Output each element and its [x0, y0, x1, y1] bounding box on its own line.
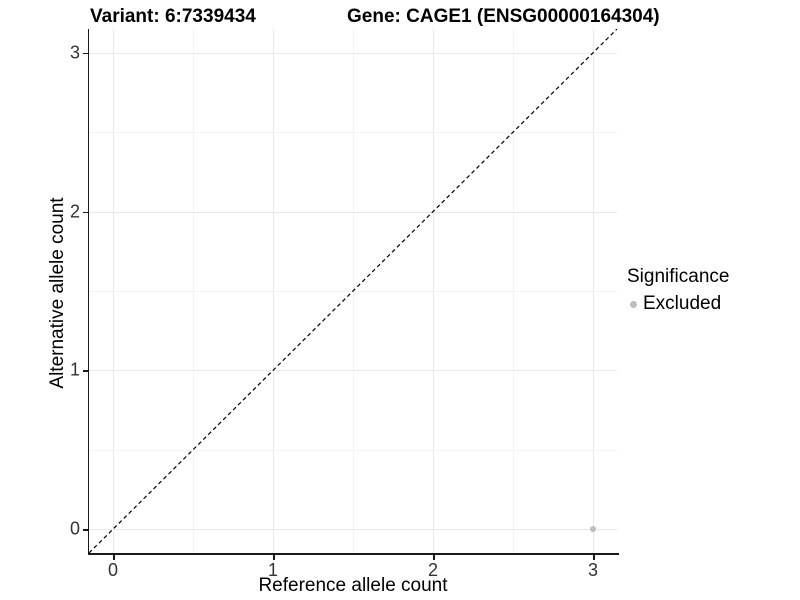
- gridline-major-horizontal: [89, 211, 617, 213]
- y-axis-tick: [83, 52, 88, 55]
- variant-title: Variant: 6:7339434: [90, 6, 256, 27]
- gridline-major-vertical: [273, 29, 274, 553]
- gridline-major-vertical: [593, 29, 594, 553]
- x-axis-tick: [273, 554, 275, 560]
- gridline-major-horizontal: [89, 529, 617, 531]
- gene-title: Gene: CAGE1 (ENSG00000164304): [347, 6, 660, 27]
- x-axis-tick-label: 1: [267, 560, 279, 580]
- y-axis-tick-label: 3: [69, 42, 80, 63]
- x-axis-tick-label: 0: [107, 560, 119, 580]
- legend-entry-label: Excluded: [643, 293, 722, 314]
- x-axis-line: [87, 553, 619, 555]
- y-axis-tick: [83, 211, 88, 214]
- x-axis-tick-label: 3: [587, 560, 599, 580]
- legend-entries: Excluded: [627, 293, 729, 315]
- y-axis-tick-label: 0: [69, 518, 80, 539]
- plot-panel: [89, 29, 617, 553]
- data-point: [590, 526, 596, 533]
- x-axis-tick-label: 2: [427, 560, 439, 580]
- y-axis-tick: [83, 529, 88, 531]
- gridline-major-horizontal: [89, 370, 617, 372]
- gridline-major-vertical: [113, 29, 114, 553]
- x-axis-tick: [593, 554, 595, 560]
- y-axis-tick-label: 2: [69, 201, 80, 222]
- y-axis-tick: [83, 370, 88, 372]
- gridline-minor-horizontal: [89, 132, 617, 134]
- y-axis-tick-label: 1: [69, 359, 80, 380]
- legend: Significance Excluded: [627, 266, 729, 315]
- grid-layer: [89, 29, 617, 553]
- point-layer: [89, 29, 617, 553]
- gridline-major-horizontal: [89, 52, 617, 54]
- legend-dot-icon: [630, 300, 637, 308]
- identity-reference-line: [89, 29, 617, 553]
- y-axis-line: [87, 29, 89, 555]
- x-axis-tick: [433, 554, 435, 560]
- gridline-minor-horizontal: [89, 449, 617, 451]
- legend-title: Significance: [627, 266, 730, 287]
- identity-line-layer: [89, 29, 617, 553]
- legend-entry: Excluded: [627, 293, 729, 315]
- x-axis-title: Reference allele count: [258, 575, 448, 596]
- gridline-major-vertical: [433, 29, 434, 553]
- x-axis-tick: [113, 554, 115, 560]
